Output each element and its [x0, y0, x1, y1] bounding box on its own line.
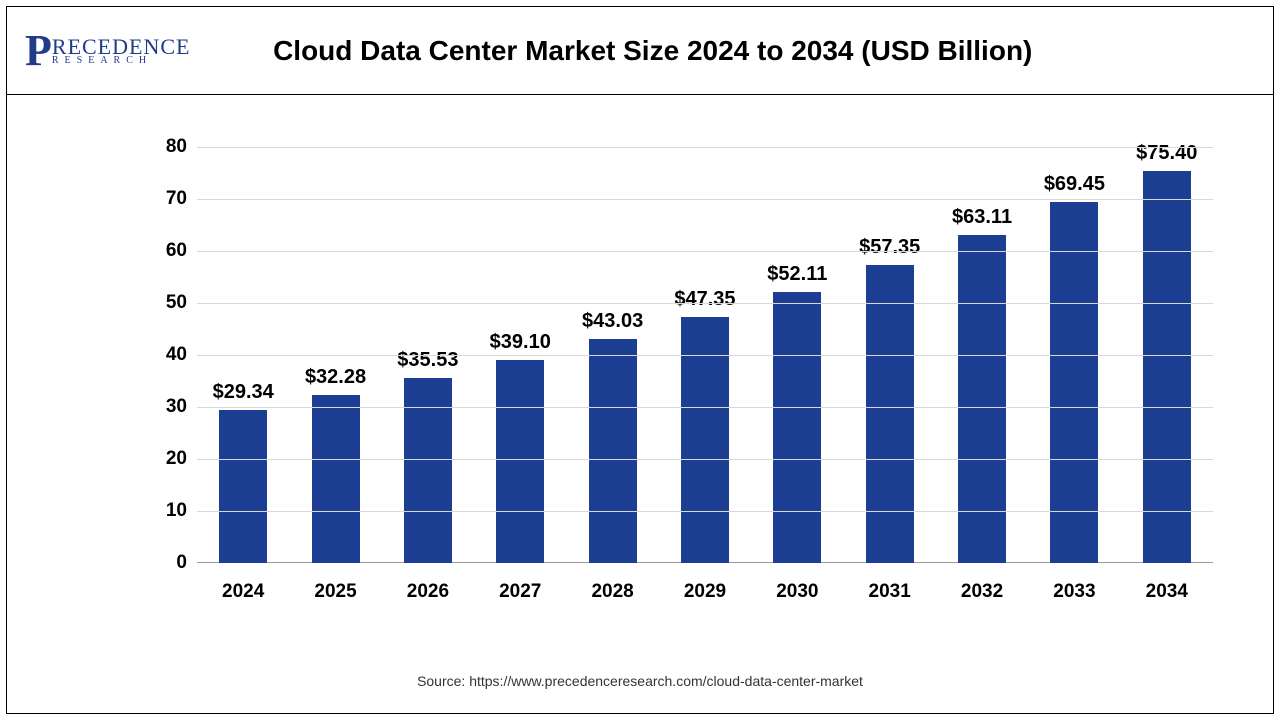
gridline [197, 251, 1213, 252]
bar-value-label: $43.03 [582, 310, 643, 333]
bar-value-label: $29.34 [213, 381, 274, 404]
bar-value-label: $35.53 [397, 349, 458, 372]
plot-region: $29.34 $32.28 $35.53 $39.10 $43.03 $47.35 $52.… [197, 147, 1213, 563]
y-tick-label: 60 [166, 240, 187, 262]
bar-value-label: $75.40 [1136, 142, 1197, 165]
gridline [197, 355, 1213, 356]
x-tick-label: 2029 [659, 581, 751, 603]
bar [681, 317, 729, 563]
y-tick-label: 70 [166, 188, 187, 210]
bar-value-label: $52.11 [767, 263, 827, 286]
bar-value-label: $32.28 [305, 366, 366, 389]
logo-p-letter: P [25, 25, 52, 76]
bar [1050, 202, 1098, 563]
x-tick-label: 2025 [289, 581, 381, 603]
x-axis-labels: 2024202520262027202820292030203120322033… [197, 581, 1213, 603]
y-tick-label: 10 [166, 500, 187, 522]
bar-value-label: $39.10 [490, 331, 551, 354]
bar-value-label: $69.45 [1044, 173, 1105, 196]
bar [589, 339, 637, 563]
x-tick-label: 2024 [197, 581, 289, 603]
x-tick-label: 2028 [566, 581, 658, 603]
y-tick-label: 40 [166, 344, 187, 366]
bar-value-label: $57.35 [859, 236, 920, 259]
chart-frame: P RECEDENCE RESEARCH Cloud Data Center M… [6, 6, 1274, 714]
bar [773, 292, 821, 563]
bar-value-label: $63.11 [952, 206, 1012, 229]
gridline [197, 199, 1213, 200]
chart-area: $29.34 $32.28 $35.53 $39.10 $43.03 $47.35 $52.… [77, 127, 1233, 613]
bar [866, 265, 914, 563]
brand-logo: P RECEDENCE RESEARCH [25, 25, 190, 76]
bar [496, 360, 544, 563]
y-tick-label: 0 [176, 552, 187, 574]
header-bar: P RECEDENCE RESEARCH Cloud Data Center M… [7, 7, 1273, 95]
gridline [197, 147, 1213, 148]
source-caption: Source: https://www.precedenceresearch.c… [7, 673, 1273, 689]
bar [219, 410, 267, 563]
logo-sub-text: RESEARCH [52, 56, 191, 66]
gridline [197, 459, 1213, 460]
gridline [197, 303, 1213, 304]
bar [404, 378, 452, 563]
gridline [197, 511, 1213, 512]
x-tick-label: 2026 [382, 581, 474, 603]
bar [1143, 171, 1191, 563]
gridline [197, 407, 1213, 408]
y-tick-label: 50 [166, 292, 187, 314]
x-tick-label: 2027 [474, 581, 566, 603]
y-tick-label: 20 [166, 448, 187, 470]
chart-title: Cloud Data Center Market Size 2024 to 20… [190, 35, 1255, 67]
bar-value-label: $47.35 [674, 288, 735, 311]
x-tick-label: 2030 [751, 581, 843, 603]
y-tick-label: 80 [166, 136, 187, 158]
bar [958, 235, 1006, 563]
x-tick-label: 2032 [936, 581, 1028, 603]
bar [312, 395, 360, 563]
x-tick-label: 2034 [1121, 581, 1213, 603]
y-tick-label: 30 [166, 396, 187, 418]
x-tick-label: 2031 [844, 581, 936, 603]
x-tick-label: 2033 [1028, 581, 1120, 603]
